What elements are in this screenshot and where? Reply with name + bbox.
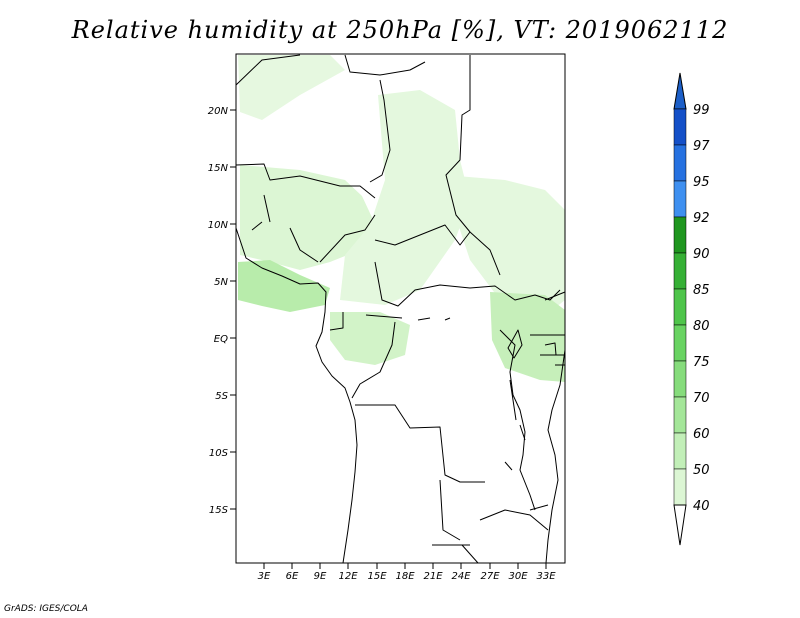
colorbar-label-92: 92 — [693, 211, 710, 226]
colorbar-segment-85-90 — [673, 252, 687, 290]
colorbar: 99 97 95 92 90 85 80 75 70 60 50 40 — [673, 72, 710, 546]
lat-label-5n: 5N — [214, 277, 228, 288]
sahel-borders — [235, 163, 501, 276]
lon-label-21e: 21E — [423, 571, 443, 582]
map-frame — [235, 53, 566, 564]
humidity-patch-lakes — [490, 292, 565, 382]
lat-tick-marks — [230, 109, 236, 510]
humidity-patch-central — [340, 90, 470, 305]
lat-label-15n: 15N — [208, 163, 229, 174]
colorbar-label-97: 97 — [693, 139, 710, 154]
lat-label-15s: 15S — [209, 505, 229, 516]
colorbar-segment-75-80 — [673, 324, 687, 362]
east-african-coastline — [545, 349, 566, 564]
lon-tick-marks — [263, 563, 547, 569]
lat-label-20n: 20N — [208, 106, 229, 117]
lat-label-10s: 10S — [209, 448, 229, 459]
lat-label-10n: 10N — [208, 220, 229, 231]
humidity-patch-guinea — [238, 260, 330, 312]
humidity-patch-sahel — [240, 165, 376, 270]
sahara-borders — [235, 54, 471, 233]
colorbar-segment-92-95 — [673, 180, 687, 218]
lon-label-6e: 6E — [286, 571, 299, 582]
colorbar-bottom-arrow — [673, 504, 687, 546]
humidity-patch-congo — [330, 312, 410, 365]
colorbar-top-arrow — [673, 72, 687, 110]
colorbar-segment-90-92 — [673, 216, 687, 254]
colorbar-label-70: 70 — [693, 391, 710, 406]
colorbar-label-40: 40 — [693, 499, 710, 514]
lon-label-27e: 27E — [480, 571, 500, 582]
colorbar-segment-80-85 — [673, 288, 687, 326]
lon-label-24e: 24E — [451, 571, 471, 582]
colorbar-label-85: 85 — [693, 283, 710, 298]
colorbar-segment-60-70 — [673, 396, 687, 434]
humidity-patch-east — [445, 175, 565, 320]
colorbar-label-60: 60 — [693, 427, 710, 442]
colorbar-label-80: 80 — [693, 319, 710, 334]
colorbar-segment-97-99 — [673, 108, 687, 146]
colorbar-label-90: 90 — [693, 247, 710, 262]
humidity-patch-north — [238, 55, 345, 120]
lat-labels: 20N 15N 10N 5N EQ 5S 10S 15S — [208, 106, 229, 516]
lat-label-eq: EQ — [214, 334, 228, 345]
lon-label-15e: 15E — [367, 571, 387, 582]
lon-label-3e: 3E — [258, 571, 271, 582]
colorbar-segment-95-97 — [673, 144, 687, 182]
coastlines-borders — [235, 54, 566, 564]
map-title: Relative humidity at 250hPa [%], VT: 201… — [71, 16, 729, 44]
humidity-shading — [238, 55, 565, 382]
lon-label-12e: 12E — [338, 571, 358, 582]
colorbar-segment-40-50 — [673, 468, 687, 506]
colorbar-segment-70-75 — [673, 360, 687, 398]
colorbar-label-50: 50 — [693, 463, 710, 478]
eastern-borders — [499, 291, 566, 511]
southern-borders — [355, 404, 549, 564]
colorbar-label-99: 99 — [693, 103, 710, 118]
west-african-coastline — [235, 227, 358, 564]
lon-label-18e: 18E — [395, 571, 415, 582]
lon-labels: 3E 6E 9E 12E 15E 18E 21E 24E 27E 30E 33E — [258, 571, 557, 582]
lon-label-30e: 30E — [508, 571, 528, 582]
central-borders — [329, 261, 561, 399]
colorbar-label-75: 75 — [693, 355, 710, 370]
lake-shorelines — [417, 317, 557, 511]
lon-label-33e: 33E — [536, 571, 556, 582]
colorbar-label-95: 95 — [693, 175, 710, 190]
grads-credit: GrADS: IGES/COLA — [4, 604, 88, 614]
colorbar-segment-50-60 — [673, 432, 687, 470]
lat-label-5s: 5S — [215, 391, 228, 402]
lon-label-9e: 9E — [314, 571, 327, 582]
